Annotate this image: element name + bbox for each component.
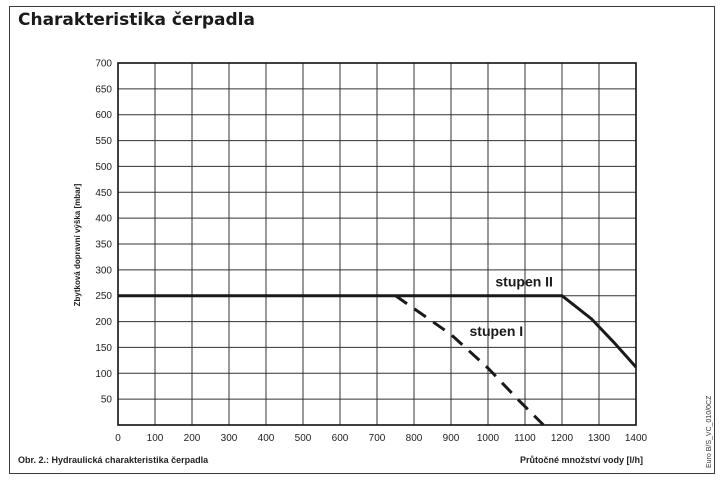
y-tick-label: 200 — [95, 317, 112, 328]
y-tick-label: 350 — [95, 240, 112, 251]
y-tick-label: 300 — [95, 265, 112, 276]
x-tick-label: 300 — [221, 433, 238, 444]
x-tick-label: 400 — [258, 433, 275, 444]
x-tick-label: 800 — [406, 433, 423, 444]
x-tick-label: 200 — [184, 433, 201, 444]
y-tick-label: 650 — [95, 84, 112, 95]
plot-area-border — [117, 62, 637, 426]
y-tick-label: 450 — [95, 188, 112, 199]
x-tick-label: 700 — [369, 433, 386, 444]
x-tick-label: 100 — [147, 433, 164, 444]
series-label-1: stupen II — [495, 273, 553, 289]
x-axis-label: Průtočné množství vody [l/h] — [520, 455, 644, 465]
x-tick-label: 0 — [115, 433, 121, 444]
x-tick-label: 1100 — [514, 433, 536, 444]
side-reference: Euro B/S_VC_010/0CZ — [706, 395, 713, 468]
x-tick-label: 1200 — [551, 433, 574, 444]
series-line-2 — [394, 294, 545, 427]
series-line-1 — [118, 294, 638, 369]
series-label-2: stupen I — [470, 323, 524, 339]
y-tick-label: 50 — [101, 395, 113, 406]
chart-title: Charakteristika čerpadla — [18, 10, 255, 30]
x-tick-label: 1400 — [625, 433, 648, 444]
y-tick-label: 400 — [95, 214, 112, 225]
x-tick-label: 600 — [332, 433, 349, 444]
series-lines — [118, 294, 638, 427]
y-tick-label: 600 — [95, 110, 112, 121]
tick-labels: 0 100 200 300 400 500 600 700 800 900 1000 1100 1200… — [95, 59, 647, 445]
x-tick-label: 1300 — [588, 433, 611, 444]
grid-lines — [117, 62, 637, 425]
axes — [117, 62, 637, 426]
x-tick-label: 1000 — [477, 433, 500, 444]
y-tick-label: 150 — [95, 343, 112, 354]
y-tick-label: 100 — [95, 369, 112, 380]
chart-frame — [9, 6, 715, 474]
figure-caption: Obr. 2.: Hydraulická charakteristika čer… — [18, 455, 209, 465]
y-tick-label: 500 — [95, 162, 112, 173]
series-annotations: stupen II stupen I — [470, 273, 553, 339]
y-tick-label: 700 — [95, 59, 112, 70]
y-tick-label: 550 — [95, 136, 112, 147]
y-tick-label: 250 — [95, 291, 112, 302]
x-tick-label: 900 — [443, 433, 460, 444]
y-axis-label: Zbytková dopravní výška [mbar] — [73, 183, 82, 306]
x-tick-label: 500 — [295, 433, 312, 444]
